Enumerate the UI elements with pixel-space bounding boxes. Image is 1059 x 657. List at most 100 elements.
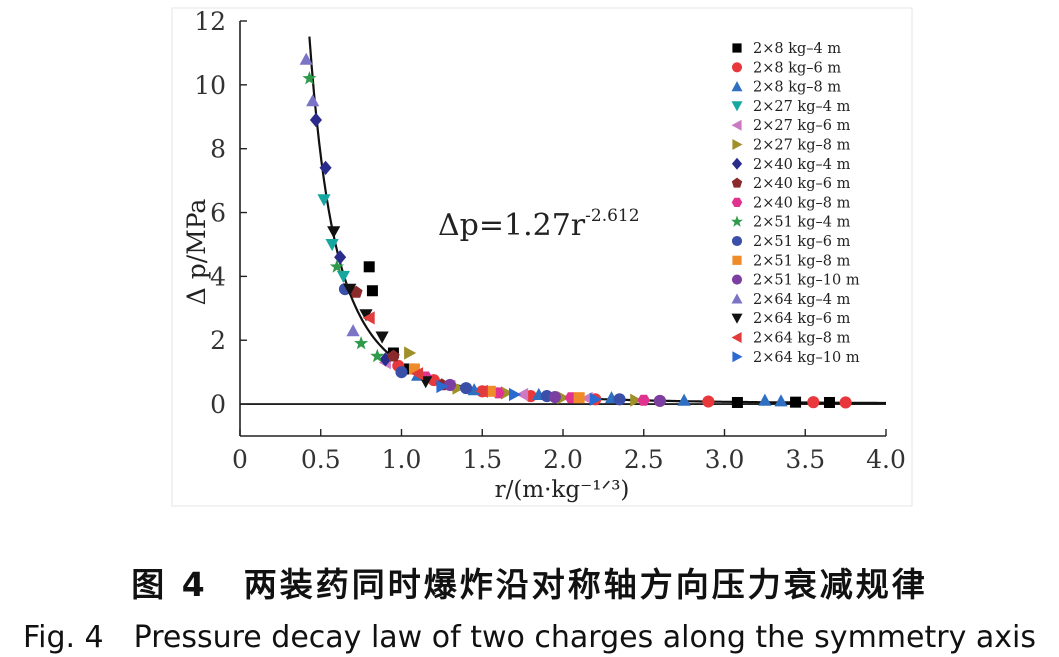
legend-marker	[732, 255, 742, 265]
figure-caption-chinese: 图 4 两装药同时爆炸沿对称轴方向压力衰减规律	[131, 565, 928, 604]
data-point	[411, 367, 424, 381]
data-point	[630, 393, 643, 407]
data-point	[516, 387, 529, 402]
data-point	[346, 324, 360, 337]
legend-marker	[731, 197, 743, 207]
axes: 0 0.5 1.0 1.5 2.0 2.5 3.0 3.5 4.0 0 2 4 6 8 10 12	[194, 7, 906, 474]
data-point	[319, 160, 332, 175]
data-point	[370, 348, 385, 363]
legend-marker	[731, 157, 743, 170]
legend-label: 2×51 kg–6 m	[753, 234, 851, 250]
legend-marker	[731, 332, 742, 343]
figure-caption-english: Fig. 4 Pressure decay law of two charges…	[23, 620, 1036, 655]
legend-marker	[731, 177, 743, 188]
data-point	[613, 393, 626, 406]
legend: 2×8 kg–4 m 2×8 kg–6 m 2×8 kg–8 m 2×27 kg–4 …	[731, 41, 860, 366]
legend-label: 2×51 kg–8 m	[753, 253, 851, 269]
legend-label: 2×64 kg–10 m	[753, 350, 860, 366]
y-tick-label: 0	[210, 390, 226, 419]
legend-marker	[731, 81, 743, 92]
legend-label: 2×27 kg–6 m	[753, 118, 851, 134]
equation-label: Δp=1.27r-2.612	[438, 206, 640, 243]
x-tick-label: 0.5	[301, 445, 341, 474]
data-point	[404, 346, 417, 360]
data-point	[317, 194, 331, 207]
data-point	[589, 392, 602, 406]
x-tick-label: 0	[232, 445, 248, 474]
scatter-chart: 0 0.5 1.0 1.5 2.0 2.5 3.0 3.5 4.0 0 2 4 6 8 10 12 2×8 k…	[171, 7, 913, 507]
data-point	[362, 311, 375, 325]
y-tick-label: 6	[210, 199, 226, 228]
legend-marker	[731, 235, 743, 247]
equation-exponent: -2.612	[585, 206, 639, 226]
data-point	[443, 378, 457, 391]
legend-label: 2×40 kg–4 m	[753, 157, 851, 173]
data-point	[460, 382, 473, 395]
legend-label: 2×8 kg–8 m	[753, 80, 841, 96]
data-point	[774, 394, 788, 407]
data-point	[302, 71, 317, 85]
data-point	[702, 395, 715, 408]
data-point	[509, 387, 522, 402]
x-tick-label: 3.5	[785, 445, 825, 474]
y-tick-label: 10	[194, 71, 226, 100]
data-point	[731, 396, 743, 408]
data-point	[758, 393, 772, 406]
legend-marker	[731, 313, 743, 324]
data-point	[637, 394, 651, 406]
equation-text: Δp=1.27r	[438, 208, 586, 243]
legend-marker	[731, 101, 743, 112]
legend-label: 2×40 kg–6 m	[753, 176, 851, 192]
y-tick-label: 12	[194, 7, 226, 36]
data-point	[580, 391, 593, 405]
data-point	[359, 309, 373, 322]
plot-frame	[171, 7, 913, 507]
data-point	[475, 384, 488, 398]
legend-marker	[731, 293, 743, 304]
data-point	[354, 336, 369, 350]
data-point	[325, 239, 339, 252]
legend-marker	[731, 215, 743, 227]
x-tick-label: 4.0	[866, 445, 906, 474]
data-point	[299, 52, 313, 65]
data-point	[329, 259, 344, 273]
y-axis-label: Δ p/MPa	[182, 199, 211, 306]
legend-marker	[732, 351, 743, 363]
data-point	[436, 379, 449, 394]
data-point	[408, 363, 420, 375]
data-point	[807, 396, 820, 409]
y-tick-label: 4	[210, 262, 226, 291]
data-point	[484, 385, 496, 397]
x-tick-label: 2.5	[624, 445, 664, 474]
data-point	[573, 392, 585, 404]
legend-marker	[731, 119, 742, 131]
legend-marker	[732, 43, 742, 53]
data-point	[363, 261, 375, 273]
data-point	[395, 366, 408, 379]
data-point	[823, 396, 835, 408]
data-point	[790, 396, 802, 408]
data-point	[306, 94, 320, 107]
legend-marker	[731, 274, 743, 285]
legend-marker	[732, 139, 743, 150]
legend-label: 2×8 kg–6 m	[753, 60, 841, 76]
data-point	[327, 226, 341, 239]
legend-label: 2×27 kg–8 m	[753, 138, 851, 154]
data-point	[839, 396, 852, 409]
data-point	[653, 394, 666, 407]
x-tick-label: 3.0	[705, 445, 745, 474]
legend-marker	[731, 62, 743, 73]
legend-label: 2×27 kg–4 m	[753, 99, 851, 115]
x-tick-label: 2.0	[543, 445, 583, 474]
data-point	[557, 391, 570, 405]
x-tick-label: 1.5	[462, 445, 502, 474]
legend-label: 2×51 kg–4 m	[753, 215, 851, 231]
data-point	[501, 386, 514, 400]
x-axis-label: r/(m·kg⁻¹ᐟ³)	[495, 477, 630, 503]
legend-label: 2×8 kg–4 m	[753, 41, 841, 57]
data-point	[336, 270, 350, 283]
y-tick-label: 2	[210, 326, 226, 355]
data-point	[548, 391, 561, 404]
data-points	[299, 52, 852, 409]
data-point	[366, 285, 378, 297]
